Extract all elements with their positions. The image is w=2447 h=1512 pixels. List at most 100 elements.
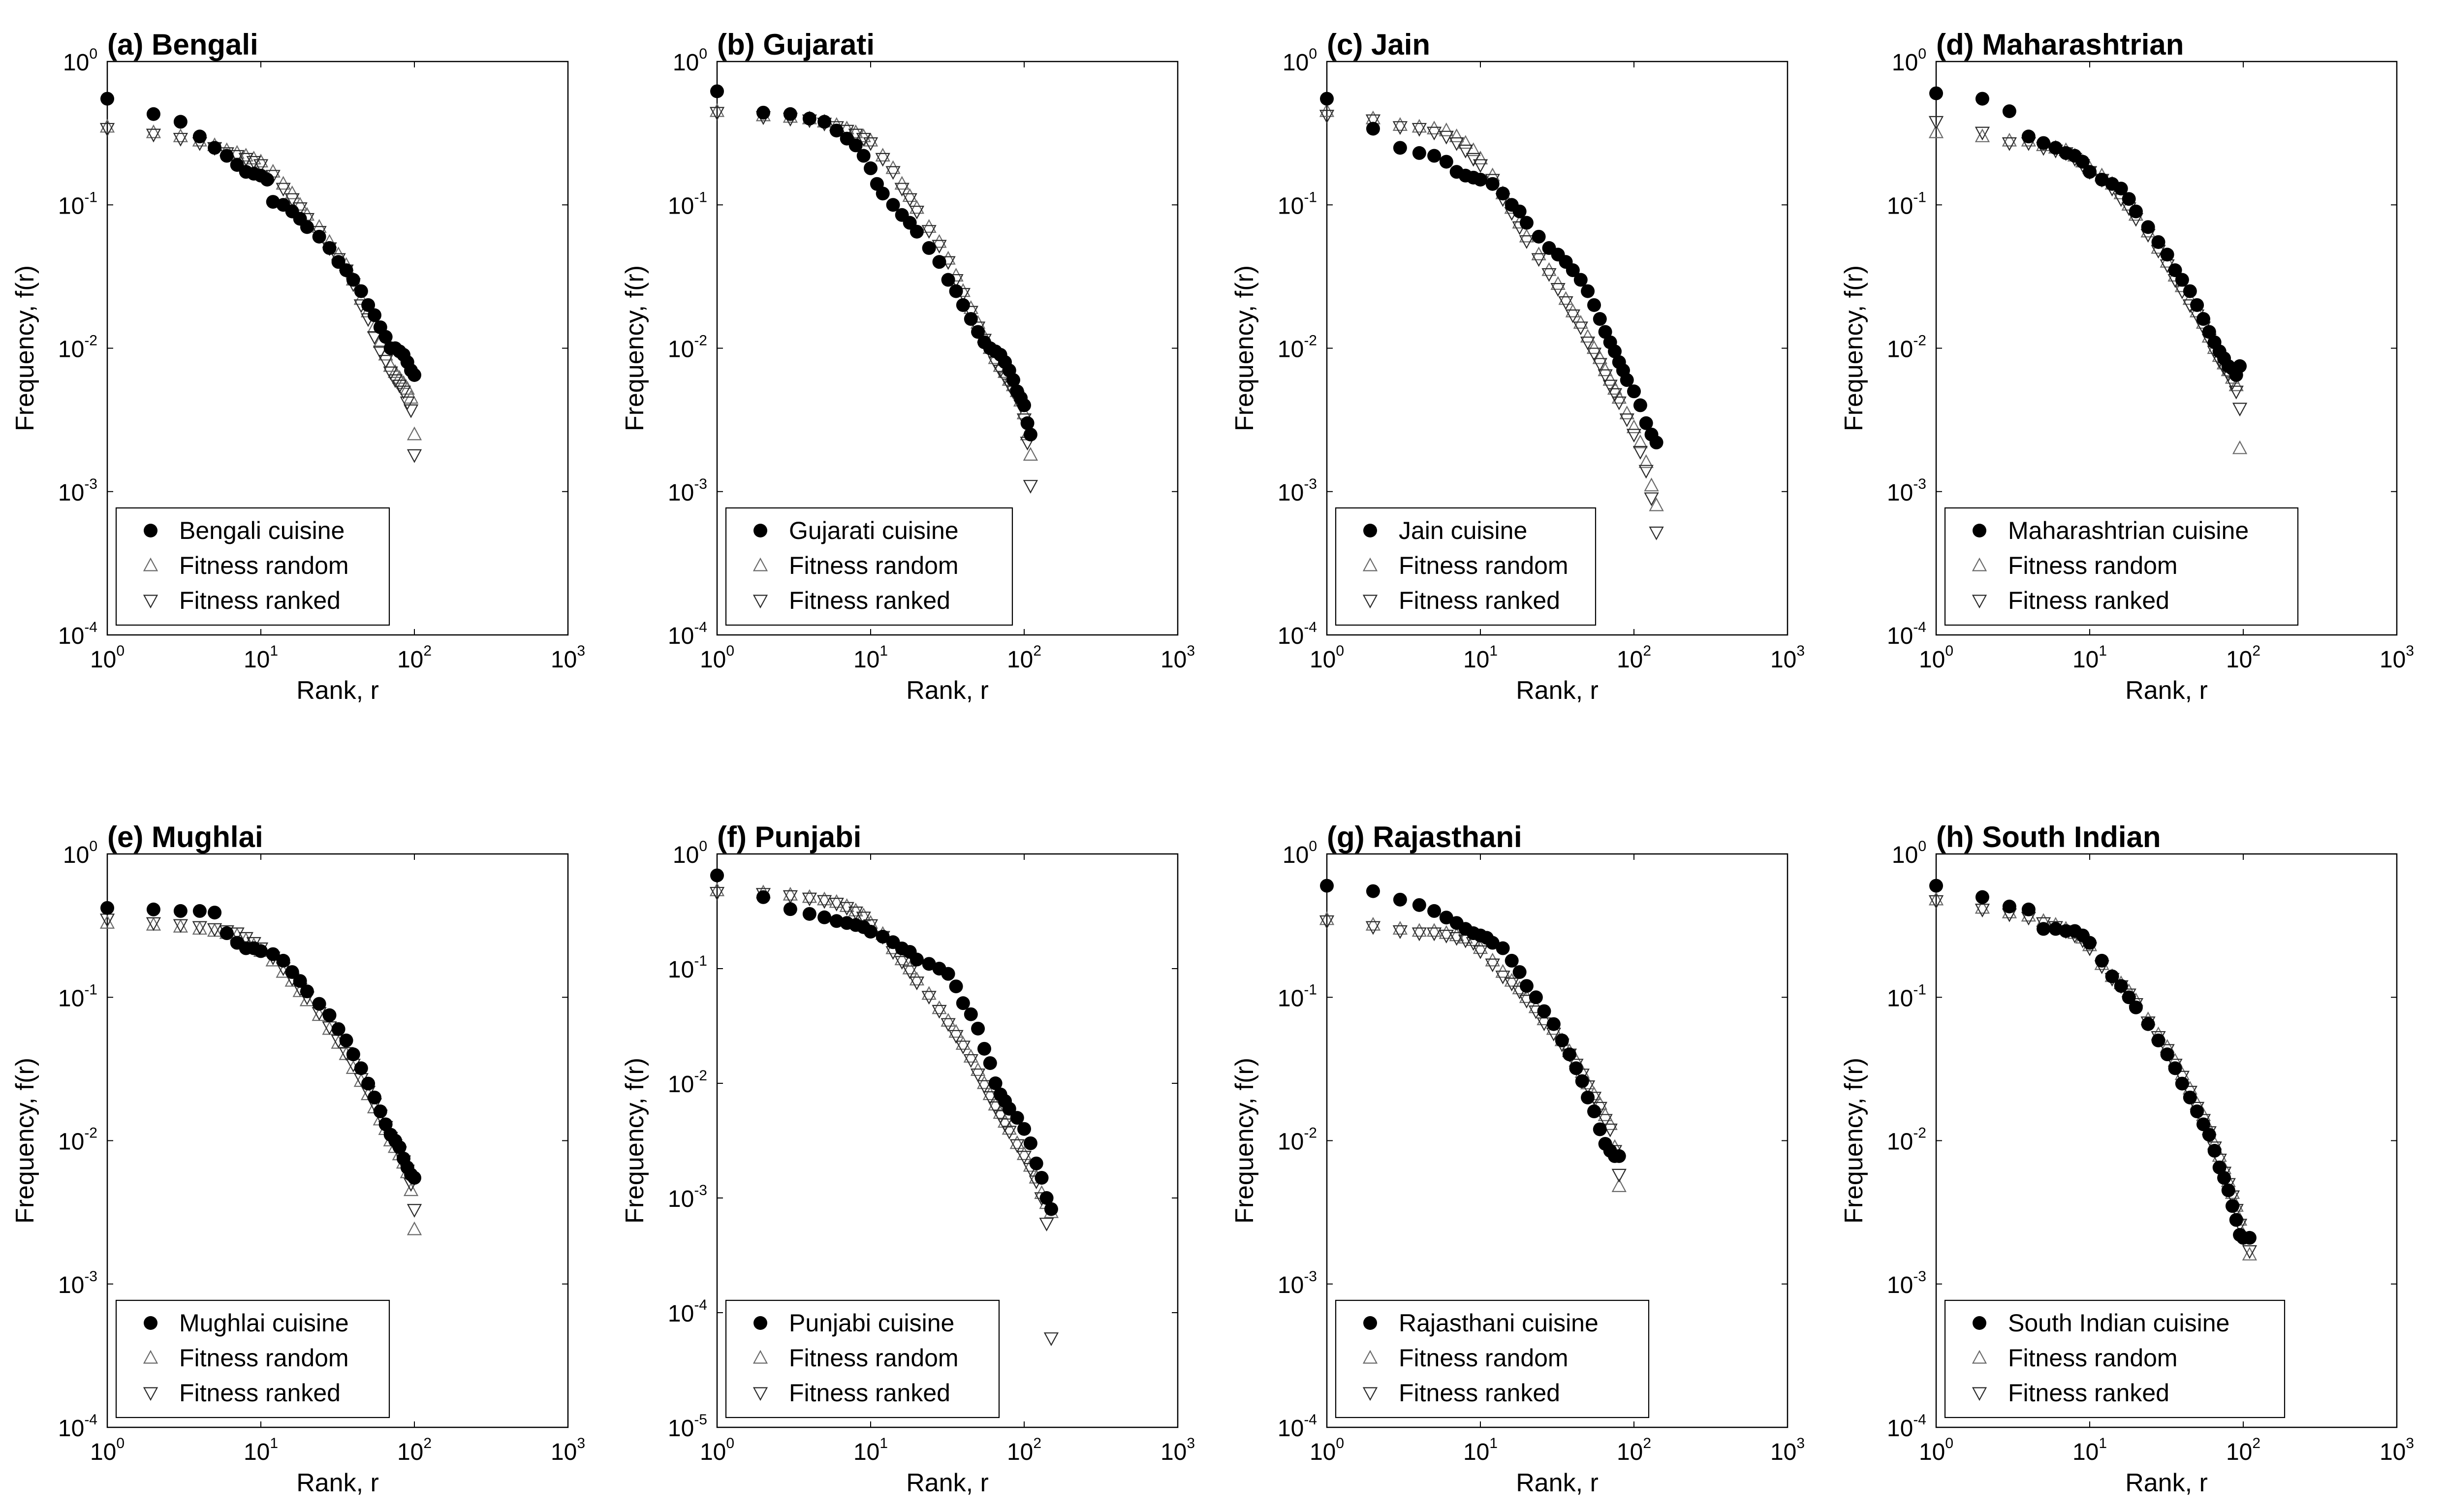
data-point <box>2105 969 2119 983</box>
data-point <box>100 92 114 106</box>
data-point <box>1366 884 1380 898</box>
data-point <box>1016 1151 1032 1165</box>
data-point <box>856 912 871 926</box>
data-point <box>354 284 368 298</box>
data-point <box>1611 396 1627 410</box>
data-point <box>1412 898 1426 912</box>
data-point <box>1626 429 1642 443</box>
data-point <box>932 1000 947 1014</box>
x-tick-label: 101 <box>2072 643 2107 673</box>
data-point <box>2228 385 2244 400</box>
data-point <box>1633 398 1647 412</box>
chart-panel: (e) Mughlai 100 101 102 103 10-4 10-3 10-2 10-1 1… <box>11 820 585 1497</box>
data-point <box>173 132 188 147</box>
data-point <box>192 920 207 935</box>
data-point <box>1580 336 1596 350</box>
legend-label: Fitness random <box>1399 1344 1569 1372</box>
data-point <box>2232 440 2248 454</box>
y-tick-label: 10-3 <box>58 1268 97 1298</box>
data-point <box>710 84 724 98</box>
legend-label: Rajasthani cuisine <box>1399 1309 1599 1337</box>
data-point <box>1320 92 1334 106</box>
data-point <box>941 1012 956 1027</box>
data-point <box>963 306 978 320</box>
data-point <box>2151 235 2165 249</box>
x-tick-label: 101 <box>1463 1435 1498 1465</box>
data-point <box>1023 480 1038 494</box>
data-point <box>1017 1122 1031 1136</box>
panel-title: (d) Maharashtrian <box>1936 28 2184 61</box>
plot-frame <box>716 853 1179 1428</box>
legend-label: Gujarati cuisine <box>789 517 959 544</box>
data-point <box>1587 1104 1601 1119</box>
data-point <box>848 906 863 920</box>
data-point <box>1392 920 1408 935</box>
data-point <box>1592 358 1607 372</box>
legend-label: Fitness ranked <box>2008 587 2169 614</box>
legend-label: Fitness random <box>179 1344 349 1372</box>
data-point <box>1017 398 1031 412</box>
data-point <box>1928 895 1944 909</box>
data-point <box>346 273 360 287</box>
y-axis-label: Frequency, f(r) <box>1840 265 1868 431</box>
data-point <box>2228 377 2244 391</box>
legend-label: Mughlai cuisine <box>179 1309 349 1337</box>
data-point <box>976 1080 992 1094</box>
y-tick-label: 100 <box>673 46 707 76</box>
data-point <box>864 924 878 939</box>
chart-panel: (g) Rajasthani 100 101 102 103 10-4 10-3 10-2 10… <box>1230 820 1805 1497</box>
data-point <box>300 984 314 999</box>
chart-panel: (d) Maharashtrian 100 101 102 103 10-4 10-3 10-… <box>1840 28 2414 705</box>
y-axis-label: Frequency, f(r) <box>1230 265 1259 431</box>
data-point <box>266 947 280 961</box>
data-point <box>378 330 393 344</box>
data-point <box>331 1022 345 1036</box>
legend-label: South Indian cuisine <box>2008 1309 2229 1337</box>
legend-marker <box>1362 595 1378 609</box>
data-point <box>1975 128 1990 142</box>
y-tick-label: 10-2 <box>668 1068 707 1098</box>
data-point <box>829 898 844 912</box>
legend-box <box>1944 507 2299 626</box>
data-point <box>921 986 937 1000</box>
data-point <box>1485 936 1500 950</box>
legend-label: Fitness ranked <box>1399 587 1560 614</box>
data-point <box>1449 932 1464 946</box>
y-tick-label: 10-4 <box>58 1412 97 1442</box>
legend-marker <box>1363 524 1377 537</box>
data-point <box>2021 129 2036 144</box>
x-tick-label: 102 <box>1617 643 1651 673</box>
y-tick-label: 10-4 <box>1278 619 1317 649</box>
data-point <box>894 183 910 197</box>
y-axis-label: Frequency, f(r) <box>11 1058 39 1224</box>
data-point <box>756 105 770 120</box>
data-point <box>146 124 161 138</box>
data-point <box>276 953 290 968</box>
data-point <box>1439 930 1454 944</box>
y-tick-label: 10-2 <box>58 333 97 363</box>
panel-title: (h) South Indian <box>1936 820 2161 853</box>
data-point <box>817 115 832 129</box>
y-tick-label: 10-2 <box>58 1125 97 1155</box>
data-point <box>2160 1047 2174 1062</box>
data-point <box>802 892 817 907</box>
data-point <box>1458 135 1473 149</box>
data-point <box>1929 879 1943 893</box>
data-point <box>829 914 844 928</box>
data-point <box>284 193 300 207</box>
x-tick-label: 103 <box>1770 1435 1805 1465</box>
legend-marker <box>1362 1387 1378 1401</box>
data-point <box>2174 1071 2190 1085</box>
x-tick-label: 103 <box>1770 643 1805 673</box>
legend-label: Fitness ranked <box>179 1379 341 1407</box>
legend-box <box>115 507 390 626</box>
data-point <box>964 1007 978 1021</box>
legend-box <box>1944 1299 2286 1418</box>
y-axis-label: Frequency, f(r) <box>621 265 649 431</box>
data-point <box>955 1036 971 1050</box>
x-tick-label: 103 <box>1161 643 1195 673</box>
data-point <box>1558 291 1573 305</box>
y-tick-label: 10-1 <box>1278 189 1317 219</box>
legend-label: Punjabi cuisine <box>789 1309 954 1337</box>
